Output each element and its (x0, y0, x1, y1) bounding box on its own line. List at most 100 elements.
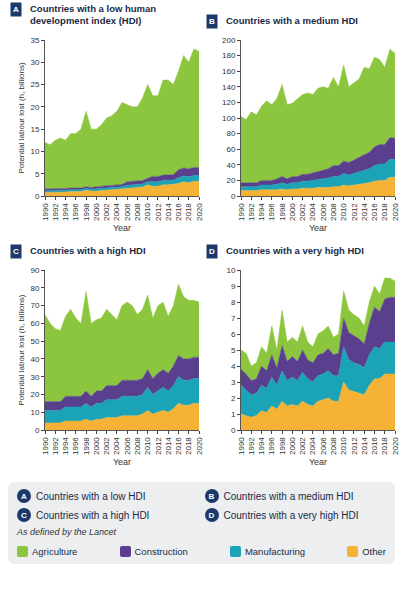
svg-text:140: 140 (222, 83, 236, 92)
svg-text:2002: 2002 (298, 203, 307, 221)
svg-text:70: 70 (30, 301, 39, 310)
svg-text:15: 15 (30, 125, 39, 134)
svg-text:2006: 2006 (123, 203, 132, 221)
svg-text:2018: 2018 (184, 437, 193, 455)
svg-text:40: 40 (226, 161, 235, 170)
svg-text:D: D (209, 247, 215, 256)
svg-text:50: 50 (30, 337, 39, 346)
svg-text:2014: 2014 (360, 203, 369, 221)
svg-text:2: 2 (231, 394, 236, 403)
svg-text:Countries with a high HDI: Countries with a high HDI (30, 245, 146, 256)
svg-text:2002: 2002 (102, 203, 111, 221)
svg-text:1996: 1996 (267, 203, 276, 221)
svg-text:10: 10 (226, 266, 235, 275)
svg-text:1990: 1990 (237, 203, 246, 221)
svg-text:2000: 2000 (288, 437, 297, 455)
svg-text:0: 0 (35, 192, 40, 201)
svg-text:Countries with a medium HDI: Countries with a medium HDI (226, 15, 358, 26)
svg-text:9: 9 (231, 282, 236, 291)
svg-text:0: 0 (231, 426, 236, 435)
svg-text:2004: 2004 (308, 203, 317, 221)
svg-text:A: A (13, 5, 19, 14)
svg-text:Countries with a low humandeve: Countries with a low humandevelopment in… (30, 3, 156, 26)
svg-text:1994: 1994 (257, 437, 266, 455)
svg-text:Year: Year (309, 457, 327, 467)
svg-text:2018: 2018 (184, 203, 193, 221)
svg-text:8: 8 (231, 298, 236, 307)
svg-text:1990: 1990 (41, 203, 50, 221)
svg-text:1996: 1996 (267, 437, 276, 455)
svg-text:2014: 2014 (164, 203, 173, 221)
svg-text:2008: 2008 (329, 437, 338, 455)
svg-text:Year: Year (113, 457, 131, 467)
svg-text:2004: 2004 (112, 437, 121, 455)
svg-text:2020: 2020 (391, 437, 400, 455)
svg-text:6: 6 (231, 330, 236, 339)
svg-text:1994: 1994 (61, 437, 70, 455)
svg-text:2020: 2020 (195, 203, 204, 221)
svg-text:200: 200 (222, 36, 236, 45)
svg-text:1996: 1996 (71, 203, 80, 221)
svg-text:2016: 2016 (370, 437, 379, 455)
svg-text:2012: 2012 (350, 203, 359, 221)
svg-text:2016: 2016 (174, 437, 183, 455)
svg-text:1: 1 (231, 410, 236, 419)
svg-text:1994: 1994 (257, 203, 266, 221)
svg-text:4: 4 (231, 362, 236, 371)
svg-text:20: 20 (30, 390, 39, 399)
svg-text:35: 35 (30, 36, 39, 45)
svg-text:2018: 2018 (380, 203, 389, 221)
svg-text:2006: 2006 (319, 437, 328, 455)
svg-text:2016: 2016 (174, 203, 183, 221)
svg-text:160: 160 (222, 67, 236, 76)
svg-text:2010: 2010 (143, 437, 152, 455)
svg-text:20: 20 (226, 176, 235, 185)
svg-text:10: 10 (30, 408, 39, 417)
svg-text:1990: 1990 (41, 437, 50, 455)
svg-text:80: 80 (30, 284, 39, 293)
svg-text:2004: 2004 (308, 437, 317, 455)
svg-text:2004: 2004 (112, 203, 121, 221)
svg-text:2010: 2010 (339, 437, 348, 455)
svg-text:180: 180 (222, 51, 236, 60)
svg-text:1992: 1992 (247, 437, 256, 455)
svg-text:1992: 1992 (51, 437, 60, 455)
svg-text:120: 120 (222, 98, 236, 107)
svg-text:1992: 1992 (247, 203, 256, 221)
svg-text:2020: 2020 (391, 203, 400, 221)
svg-text:30: 30 (30, 373, 39, 382)
svg-text:2016: 2016 (370, 203, 379, 221)
svg-text:2008: 2008 (329, 203, 338, 221)
svg-text:2000: 2000 (92, 203, 101, 221)
svg-text:20: 20 (30, 103, 39, 112)
svg-text:2014: 2014 (164, 437, 173, 455)
svg-text:0: 0 (231, 192, 236, 201)
svg-text:5: 5 (231, 346, 236, 355)
svg-text:5: 5 (35, 170, 40, 179)
svg-text:2000: 2000 (92, 437, 101, 455)
svg-text:2012: 2012 (154, 203, 163, 221)
svg-text:3: 3 (231, 378, 236, 387)
svg-text:60: 60 (226, 145, 235, 154)
svg-text:7: 7 (231, 314, 236, 323)
svg-text:1992: 1992 (51, 203, 60, 221)
svg-text:C: C (13, 247, 19, 256)
svg-text:Potential labour lost (h, bill: Potential labour lost (h, billions) (17, 62, 26, 174)
svg-text:Year: Year (113, 223, 131, 233)
svg-text:90: 90 (30, 266, 39, 275)
svg-text:2018: 2018 (380, 437, 389, 455)
svg-text:Potential labour lost (h, bill: Potential labour lost (h, billions) (17, 294, 26, 406)
svg-text:2006: 2006 (319, 203, 328, 221)
svg-text:2006: 2006 (123, 437, 132, 455)
svg-text:2012: 2012 (350, 437, 359, 455)
svg-text:80: 80 (226, 129, 235, 138)
svg-text:2020: 2020 (195, 437, 204, 455)
svg-text:2010: 2010 (339, 203, 348, 221)
svg-text:30: 30 (30, 58, 39, 67)
svg-text:2008: 2008 (133, 437, 142, 455)
svg-text:40: 40 (30, 355, 39, 364)
svg-text:2012: 2012 (154, 437, 163, 455)
svg-text:2002: 2002 (102, 437, 111, 455)
svg-text:10: 10 (30, 147, 39, 156)
svg-text:1998: 1998 (278, 203, 287, 221)
